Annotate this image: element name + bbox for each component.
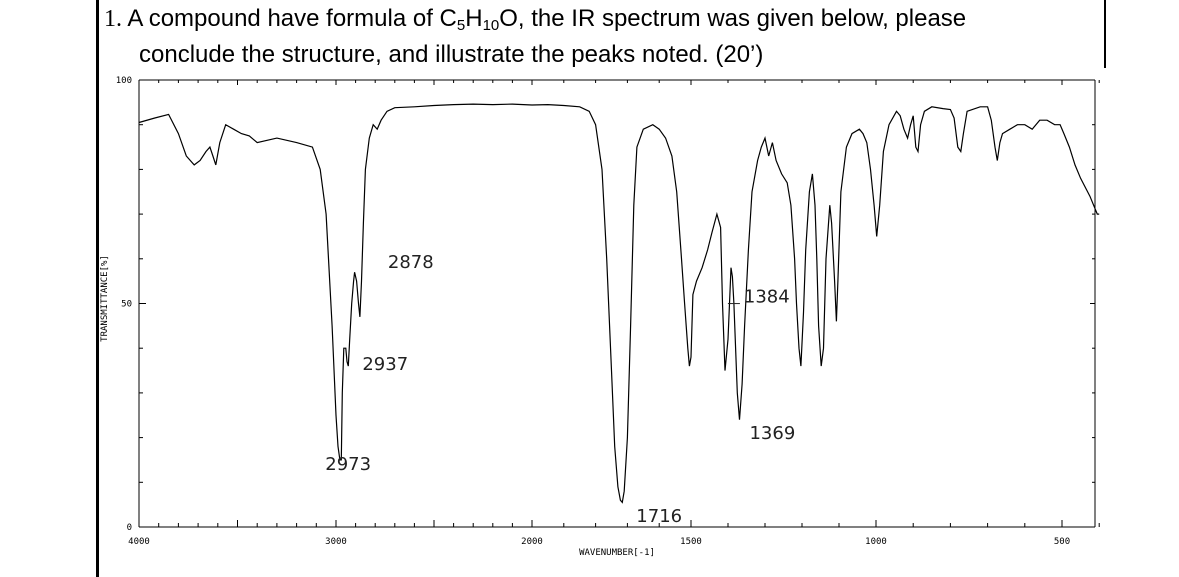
question-line-2: conclude the structure, and illustrate t… [139, 41, 764, 68]
peak-annotations: 2878 2937 2973 1716 1384 1369 [325, 252, 795, 527]
axis-ticks [138, 79, 1100, 528]
subscript-10: 10 [482, 17, 500, 34]
left-margin-rule [96, 0, 99, 577]
x-axis-label: WAVENUMBER[-1] [579, 548, 655, 558]
peak-label: 2937 [362, 354, 408, 375]
question-text-a: A compound have formula of C [127, 5, 457, 32]
peak-label: 2878 [388, 252, 434, 273]
question-number: 1. [104, 6, 122, 32]
peak-label: 2973 [325, 454, 371, 475]
spectrum-line [138, 103, 1100, 504]
x-tick-label: 500 [1054, 537, 1070, 547]
y-axis-label: TRANSMITTANCE[%] [100, 255, 110, 342]
right-margin-rule [1104, 0, 1106, 68]
y-tick-label: 50 [121, 300, 132, 310]
peak-label: 1384 [744, 287, 790, 308]
question-text-b: H [465, 5, 483, 32]
x-tick-label: 1000 [865, 537, 887, 547]
plot-frame [138, 79, 1096, 528]
x-tick-label: 4000 [128, 537, 150, 547]
x-tick-label: 1500 [680, 537, 702, 547]
x-tick-label: 2000 [521, 537, 543, 547]
y-tick-label: 0 [127, 523, 132, 533]
peak-label: 1716 [636, 506, 682, 527]
question-text-c: O, the IR spectrum was given below, plea… [499, 5, 967, 32]
subscript-5: 5 [456, 17, 466, 34]
x-tick-label: 3000 [325, 537, 347, 547]
y-tick-label: 100 [116, 76, 132, 86]
question-line-1: 1. A compound have formula of C5H10O, th… [104, 5, 966, 33]
peak-label: 1369 [749, 423, 795, 444]
